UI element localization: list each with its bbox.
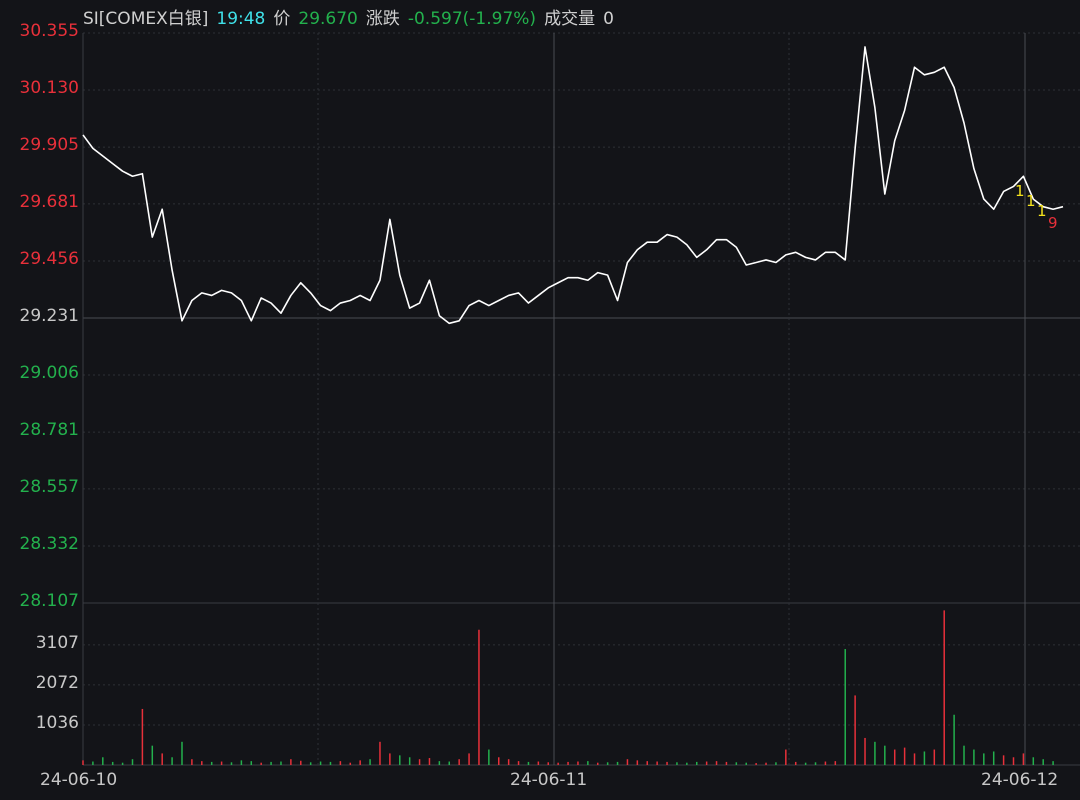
y-tick-label: 30.130 — [19, 78, 79, 99]
signal-marker: 1 — [1037, 202, 1047, 220]
x-tick-label: 24-06-11 — [510, 770, 588, 790]
price-label: 价 — [273, 9, 291, 29]
volume-tick-label: 1036 — [35, 712, 79, 733]
y-tick-label: 29.456 — [19, 248, 79, 269]
quote-time: 19:48 — [216, 9, 266, 29]
price-value: 29.670 — [298, 9, 358, 29]
x-tick-label: 24-06-10 — [40, 770, 118, 790]
change-value: -0.597(-1.97%) — [407, 9, 537, 29]
signal-marker: 1 — [1015, 182, 1025, 200]
signal-marker: 9 — [1048, 214, 1058, 232]
y-tick-label: 29.905 — [19, 135, 79, 156]
y-tick-label: 28.332 — [19, 533, 79, 554]
volume-tick-label: 3107 — [35, 632, 79, 653]
change-label: 涨跌 — [365, 9, 400, 29]
y-tick-label: 29.006 — [19, 363, 79, 384]
y-tick-label: 29.231 — [19, 306, 79, 326]
y-tick-label: 30.355 — [19, 21, 79, 41]
price-line — [82, 46, 1064, 325]
y-tick-label: 28.557 — [19, 476, 79, 497]
symbol-name: SI[COMEX白银] — [83, 9, 209, 29]
quote-header: SI[COMEX白银] 19:48 价 29.670 涨跌 -0.597(-1.97%) 成… — [83, 4, 622, 29]
x-tick-label: 24-06-12 — [981, 770, 1059, 790]
y-tick-label: 28.781 — [19, 420, 79, 441]
y-tick-label: 28.107 — [19, 591, 79, 611]
signal-marker: 1 — [1026, 192, 1036, 210]
volume-tick-label: 2072 — [35, 672, 79, 693]
y-tick-label: 29.681 — [19, 191, 79, 212]
volume-value: 0 — [603, 9, 614, 29]
volume-label: 成交量 — [544, 9, 596, 29]
